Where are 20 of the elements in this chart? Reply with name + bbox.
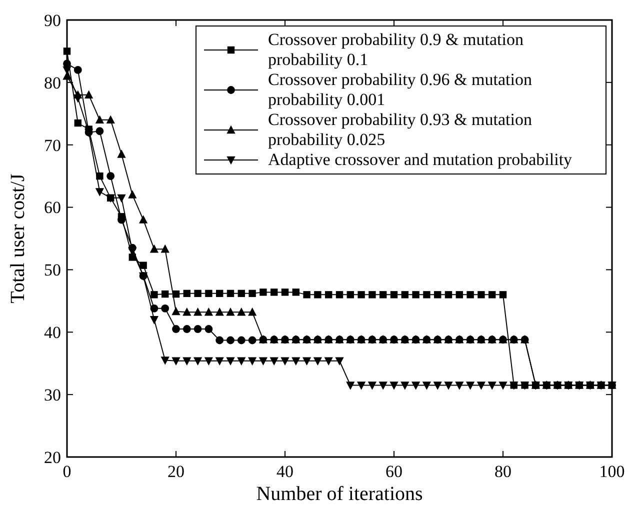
- y-tick-label: 40: [44, 323, 61, 342]
- x-tick-label: 80: [494, 462, 512, 481]
- x-axis-title: Number of iterations: [256, 483, 424, 505]
- x-tick-label: 20: [168, 462, 184, 481]
- legend-label: Crossover probability 0.93 & mutation probability 0.025: [268, 110, 532, 149]
- y-tick-label: 20: [44, 448, 61, 467]
- y-axis-title: Total user cost/J: [7, 173, 29, 304]
- x-tick-label: 100: [599, 462, 625, 481]
- x-tick-label: 40: [276, 462, 294, 481]
- legend-label: Crossover probability 0.96 & mutation probability 0.001: [268, 70, 532, 109]
- y-tick-label: 50: [44, 260, 61, 280]
- legend-label: Crossover probability 0.9 & mutation probability 0.1: [268, 30, 524, 69]
- x-tick-label: 0: [62, 462, 72, 481]
- y-tick-label: 60: [44, 198, 61, 218]
- y-tick-label: 90: [44, 10, 61, 30]
- x-tick-label: 60: [386, 462, 402, 481]
- y-tick-label: 80: [44, 73, 61, 92]
- y-tick-label: 70: [44, 136, 61, 155]
- legend-label: Adaptive crossover and mutation probability: [268, 150, 573, 169]
- y-tick-label: 30: [44, 386, 61, 405]
